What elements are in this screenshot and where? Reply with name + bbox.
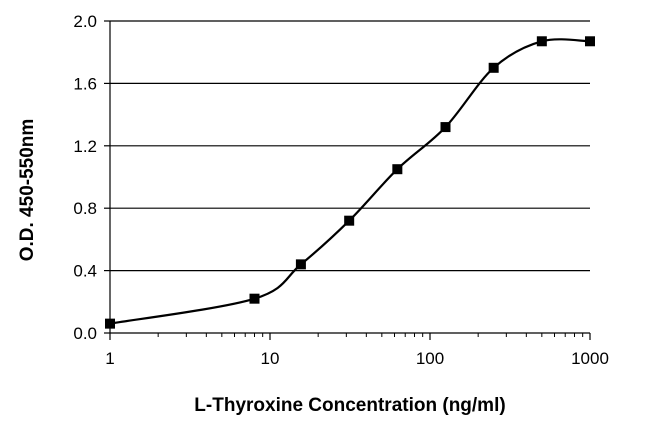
series <box>105 36 595 329</box>
data-point <box>440 122 451 133</box>
x-axis-title: L-Thyroxine Concentration (ng/ml) <box>194 395 505 416</box>
data-point <box>295 259 306 270</box>
data-point <box>488 62 499 73</box>
data-point <box>105 318 115 329</box>
y-axis-title: O.D. 450-550nm <box>17 119 38 262</box>
x-tick-label: 100 <box>416 349 444 368</box>
data-point <box>249 293 260 304</box>
series-line <box>109 38 591 325</box>
y-tick-label: 1.2 <box>73 137 97 156</box>
x-tick-label: 10 <box>261 349 280 368</box>
data-point <box>585 36 595 47</box>
grid <box>110 20 590 272</box>
x-tick-label: 1 <box>105 349 114 368</box>
data-point <box>344 215 355 226</box>
axes <box>109 21 590 334</box>
y-tick-label: 0.0 <box>73 324 97 343</box>
y-axis-ticks: 0.0 0.4 0.8 1.2 1.6 2.0 <box>73 12 110 343</box>
x-axis-ticks: 1 10 100 1000 <box>105 333 609 368</box>
x-tick-label: 1000 <box>571 349 609 368</box>
data-point <box>392 164 403 175</box>
y-tick-label: 2.0 <box>73 12 97 31</box>
y-tick-label: 0.8 <box>73 199 97 218</box>
y-tick-label: 0.4 <box>73 262 97 281</box>
y-tick-label: 1.6 <box>73 74 97 93</box>
data-point <box>536 36 547 47</box>
